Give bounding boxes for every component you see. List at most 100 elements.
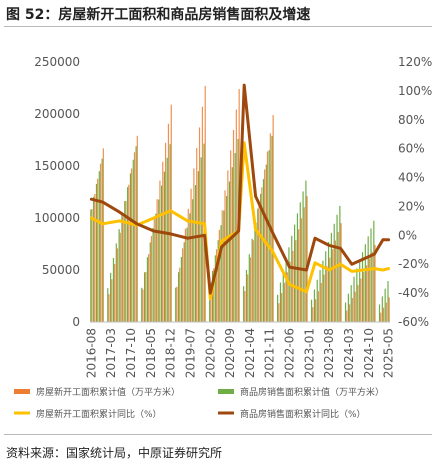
sales-bar: [160, 185, 163, 322]
starts-bar: [221, 210, 223, 322]
starts-bar: [317, 291, 320, 322]
starts-bar: [153, 217, 155, 322]
starts-bar: [187, 208, 189, 322]
x-tick-label: 2022-06: [283, 328, 297, 378]
left-tick-label: 50000: [42, 263, 80, 277]
sales-bar: [262, 179, 265, 322]
sales-bar: [175, 287, 177, 322]
right-tick-label: 100%: [398, 84, 432, 98]
legend-label: 房屋新开工面积累计值（万平方米）: [36, 386, 180, 398]
sales-bar: [254, 223, 256, 322]
starts-bar: [306, 196, 308, 322]
sales-bar: [282, 270, 284, 322]
starts-bars: [91, 85, 390, 323]
starts-bar: [354, 291, 356, 322]
sales-bar: [257, 208, 259, 322]
sales-bar: [305, 180, 307, 322]
sales-bar: [356, 268, 358, 322]
sales-bar: [359, 260, 361, 322]
starts-bar: [119, 232, 121, 322]
starts-bar: [244, 291, 246, 322]
starts-bar: [122, 216, 124, 322]
right-tick-label: 40%: [398, 171, 425, 185]
starts-bar: [329, 257, 331, 322]
x-tick-label: 2024-10: [362, 328, 376, 378]
starts-bar: [357, 285, 359, 322]
x-tick-label: 2024-03: [342, 328, 356, 378]
sales-bar: [217, 240, 219, 322]
starts-bar: [323, 274, 325, 322]
starts-bar: [368, 258, 370, 322]
starts-bar: [346, 310, 348, 322]
sales-bar: [132, 159, 134, 322]
starts-bar: [255, 222, 257, 322]
starts-bar: [128, 184, 130, 322]
sales-bar: [378, 304, 381, 322]
starts-bar: [232, 129, 235, 322]
starts-bar: [289, 261, 291, 322]
starts-bar: [283, 282, 286, 322]
starts-bar: [142, 289, 144, 322]
starts-bar: [340, 223, 342, 322]
sales-bar: [90, 209, 92, 322]
starts-bar: [298, 229, 300, 322]
sales-bar: [144, 272, 146, 322]
sales-bar: [302, 191, 304, 322]
x-tick-label: 2018-12: [164, 328, 178, 378]
left-tick-label: 200000: [34, 107, 80, 121]
starts-bar: [190, 188, 192, 322]
starts-bar: [320, 282, 322, 322]
starts-bar: [365, 265, 368, 322]
x-tick-label: 2025-05: [382, 328, 396, 378]
sales-bar: [121, 214, 123, 322]
starts-bar: [201, 106, 203, 322]
starts-bar: [156, 199, 158, 322]
starts-bar: [227, 170, 229, 322]
starts-bar: [264, 169, 266, 322]
sales-bar: [127, 187, 129, 322]
sales-bar: [129, 173, 132, 322]
x-tick-label: 2018-05: [144, 328, 158, 378]
starts-bar: [91, 208, 93, 322]
sales-bar: [251, 238, 253, 322]
right-tick-label: 20%: [398, 199, 425, 213]
x-axis: 2016-08 2017-03 2017-10 2018-05 2018-12 2019-…: [84, 328, 395, 378]
starts-bar: [181, 248, 184, 322]
starts-bar: [198, 127, 201, 322]
starts-bar: [145, 271, 147, 322]
source-note: 资料来源：国家统计局，中原证券研究所: [6, 446, 223, 460]
sales-yoy-line: [89, 83, 391, 295]
sales-bar: [228, 181, 231, 322]
sales-bar: [197, 171, 199, 322]
sales-bar: [183, 242, 185, 322]
right-tick-label: 80%: [398, 113, 425, 127]
starts-bar: [388, 297, 390, 322]
legend: 房屋新开工面积累计值（万平方米） 商品房销售面积累计值（万平方米） 房屋新开工面积累…: [14, 386, 384, 420]
starts-bar: [224, 190, 226, 322]
left-tick-label: 250000: [34, 55, 80, 69]
legend-label: 商品房销售面积累计值（万平方米）: [240, 386, 384, 398]
starts-bar: [331, 249, 334, 322]
sales-bar: [220, 225, 222, 322]
starts-yoy-line: [89, 141, 391, 301]
sales-bar: [107, 288, 109, 322]
sales-bar: [177, 272, 180, 322]
right-tick-label: 120%: [398, 55, 432, 69]
sales-bar: [234, 153, 236, 322]
starts-bar: [326, 266, 328, 322]
starts-bar: [94, 193, 96, 322]
x-tick-label: 2017-03: [104, 328, 118, 378]
starts-bar: [136, 135, 138, 322]
sales-bar: [93, 196, 95, 322]
sales-bar: [364, 244, 366, 322]
right-tick-label: -20%: [398, 257, 429, 271]
sales-bar: [350, 285, 352, 322]
sales-bar: [155, 213, 157, 322]
sales-bar: [327, 242, 330, 322]
starts-bar: [337, 231, 339, 322]
x-tick-label: 2020-02: [203, 328, 217, 378]
sales-bar: [214, 255, 216, 322]
starts-bar: [261, 187, 263, 322]
legend-label: 商品房销售面积累计同比（%）: [240, 408, 366, 420]
starts-bar: [131, 168, 133, 322]
